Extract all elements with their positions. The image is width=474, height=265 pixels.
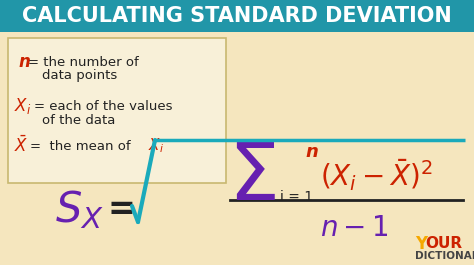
Text: $\bar{X}$: $\bar{X}$: [14, 136, 28, 156]
Text: =  the mean of: = the mean of: [30, 139, 131, 152]
Text: of the data: of the data: [42, 113, 115, 126]
Bar: [0, 0, 474, 32]
Text: DICTIONARY: DICTIONARY: [415, 251, 474, 261]
Text: data points: data points: [42, 69, 117, 82]
Text: $X_i$: $X_i$: [14, 96, 31, 116]
Text: i = 1: i = 1: [280, 190, 313, 204]
Text: OUR: OUR: [425, 236, 462, 251]
Text: CALCULATING STANDARD DEVIATION: CALCULATING STANDARD DEVIATION: [22, 6, 452, 26]
Text: = the number of: = the number of: [28, 55, 139, 68]
Text: n: n: [305, 143, 318, 161]
Text: $S_X$: $S_X$: [55, 189, 104, 231]
Text: =: =: [108, 193, 136, 227]
Text: $n - 1$: $n - 1$: [320, 214, 389, 242]
Text: $X_i$: $X_i$: [148, 137, 164, 155]
Text: Y: Y: [415, 235, 427, 253]
Text: $\Sigma$: $\Sigma$: [228, 139, 276, 217]
Text: $(X_i - \bar{X})^2$: $(X_i - \bar{X})^2$: [320, 157, 433, 193]
FancyBboxPatch shape: [8, 38, 226, 183]
Text: n: n: [18, 53, 30, 71]
Text: = each of the values: = each of the values: [34, 99, 173, 113]
